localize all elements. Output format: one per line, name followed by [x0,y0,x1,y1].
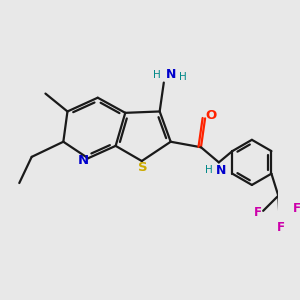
Text: F: F [254,206,262,219]
Text: H: H [179,71,187,82]
Text: O: O [206,109,217,122]
Text: N: N [78,154,89,167]
Text: N: N [216,164,226,177]
Text: H: H [205,165,213,175]
Text: H: H [153,70,161,80]
Text: F: F [277,221,285,234]
Text: F: F [293,202,300,214]
Text: S: S [138,160,148,174]
Text: N: N [166,68,176,81]
